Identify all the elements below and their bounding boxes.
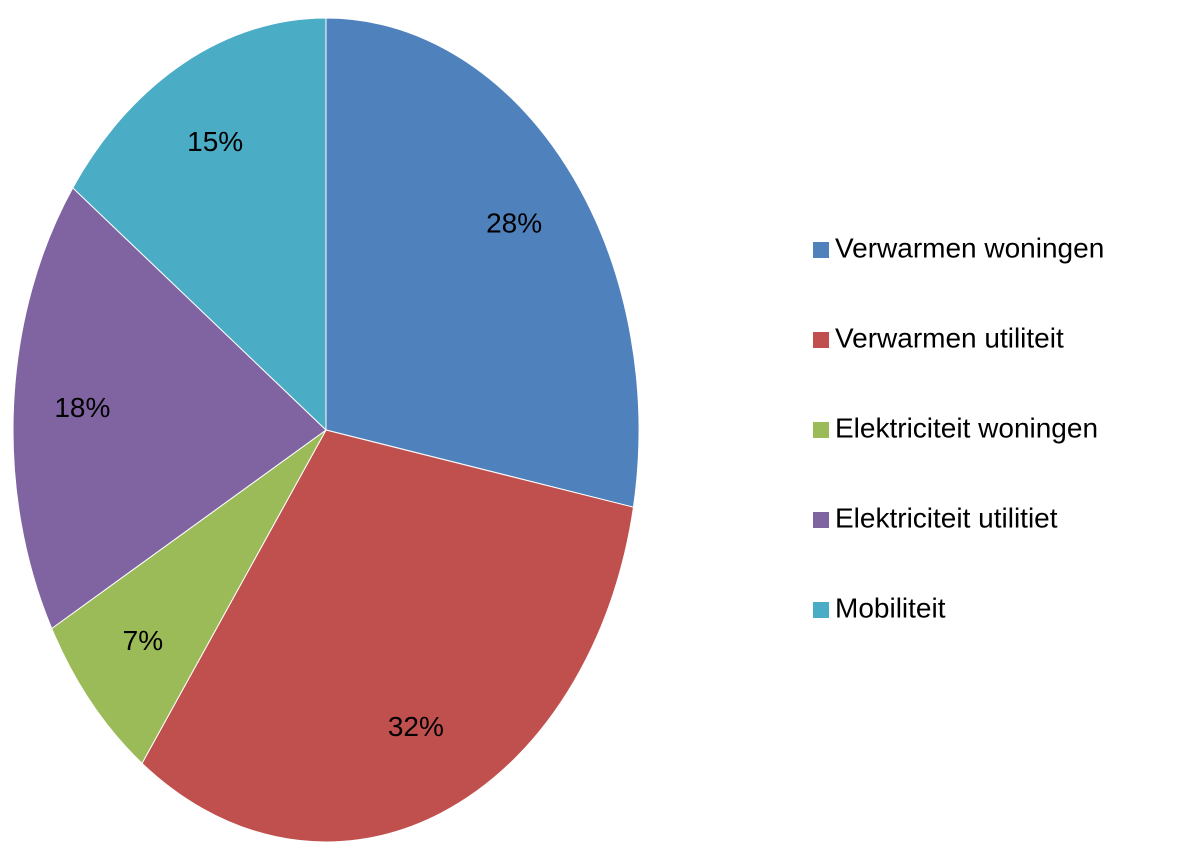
legend-swatch [813,422,829,438]
data-label: 32% [388,711,444,742]
legend-label: Mobiliteit [835,592,946,623]
legend-swatch [813,332,829,348]
pie-slice [72,17,327,432]
legend-swatch [813,242,829,258]
pie-slice [325,17,640,508]
legend-label: Verwarmen woningen [835,232,1104,263]
data-label: 28% [486,208,542,239]
pie-slice [12,187,327,630]
legend-label: Verwarmen utiliteit [835,322,1064,353]
data-label: 7% [123,625,163,656]
pie-slice [141,429,635,843]
legend-label: Elektriciteit utilitiet [835,502,1058,533]
data-label: 15% [187,126,243,157]
data-label: 18% [54,392,110,423]
legend-swatch [813,512,829,528]
legend-label: Elektriciteit woningen [835,412,1098,443]
pie-slice [51,429,327,765]
legend-swatch [813,602,829,618]
